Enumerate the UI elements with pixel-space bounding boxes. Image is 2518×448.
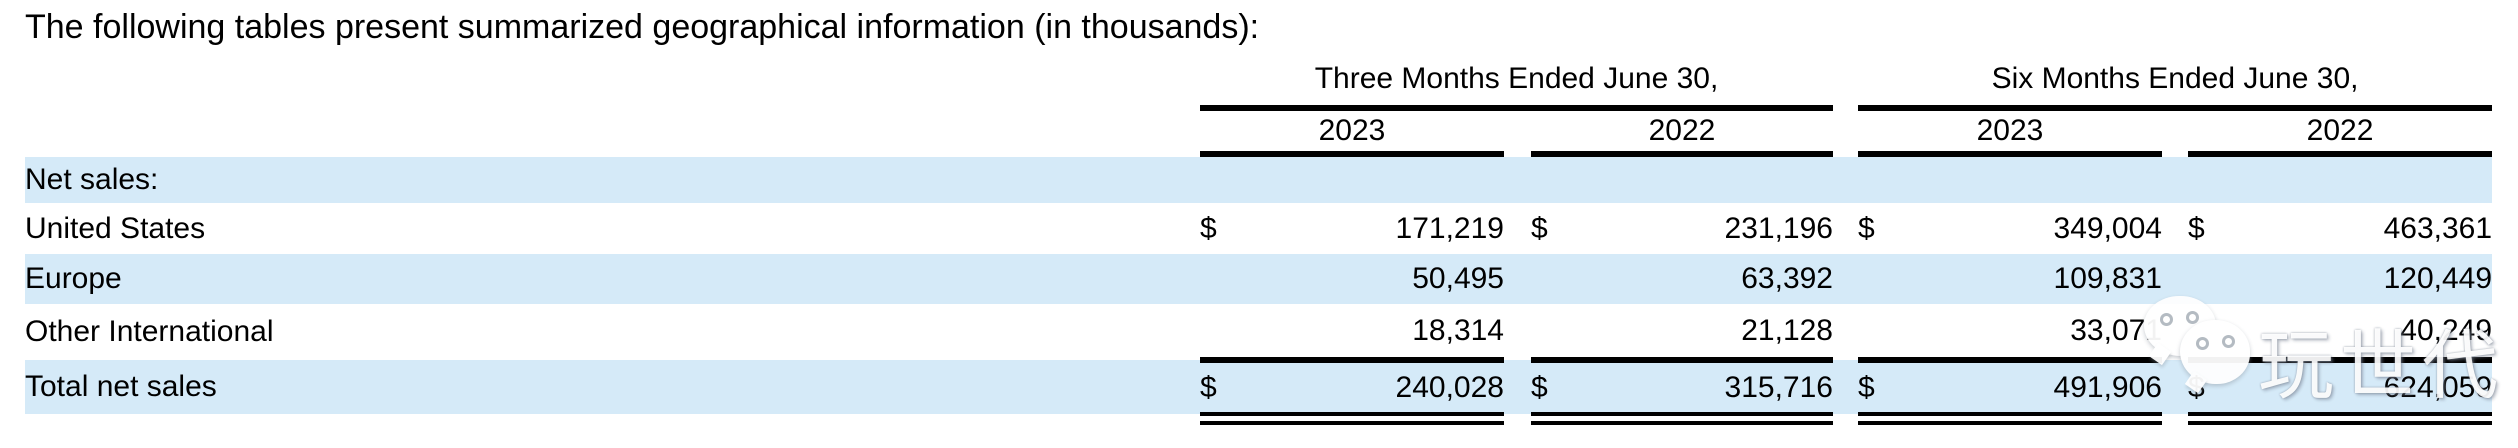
value-cell: 21,128 (1586, 304, 1833, 363)
header-year-row: 2023 2022 2023 2022 (25, 108, 2493, 157)
dollar-sign: $ (1858, 360, 1913, 416)
col-year-6mo-2023: 2023 (1858, 108, 2162, 157)
value-cell: 18,314 (1255, 304, 1504, 363)
value-cell: 349,004 (2053, 211, 2162, 245)
dollar-sign: $ (1858, 211, 1875, 245)
spacer-cell (2162, 414, 2188, 423)
spacer-cell (25, 108, 1200, 154)
spacer-cell (1833, 203, 1858, 254)
double-rule-segment (1200, 414, 1504, 425)
dollar-sign: $ (2188, 211, 2205, 245)
value-cell: 231,196 (1724, 211, 1833, 245)
page-title: The following tables present summarized … (25, 8, 1260, 46)
value-cell: 624,059 (2243, 360, 2493, 416)
row-label: Europe (25, 254, 1200, 304)
spacer-cell (1504, 254, 1531, 304)
spacer-cell (2162, 108, 2188, 154)
value-cell: 120,449 (2243, 254, 2493, 304)
spacer-cell (1504, 414, 1531, 423)
dollar-cell-empty (2188, 304, 2243, 363)
table-row-united-states: United States $ 171,219 $ 231,196 $ 349,… (25, 203, 2492, 254)
dollar-sign: $ (1200, 360, 1255, 416)
spacer-cell (1504, 304, 1531, 360)
double-rule-segment (1531, 414, 1833, 425)
section-row-net-sales: Net sales: (25, 154, 2493, 203)
header-period-row: Three Months Ended June 30, Six Months E… (25, 52, 2493, 111)
dollar-cell-empty (1200, 254, 1255, 304)
spacer-cell (1833, 254, 1858, 304)
dollar-cell-empty (1531, 304, 1586, 363)
dollar-sign: $ (1200, 211, 1217, 245)
dollar-sign: $ (1531, 211, 1548, 245)
value-cell: 491,906 (1913, 360, 2162, 416)
double-rule-segment (2188, 414, 2493, 425)
col-group-six-months: Six Months Ended June 30, (1858, 52, 2493, 111)
spacer-cell (1833, 304, 1858, 360)
dollar-cell-empty (1858, 254, 1913, 304)
section-header-label: Net sales: (25, 154, 2493, 203)
spacer-cell (1833, 360, 1858, 414)
table-row-europe: Europe 50,495 63,392 109,831 120,449 (25, 254, 2493, 304)
table-row-total-net-sales: Total net sales $ 240,028 $ 315,716 $ 49… (25, 360, 2493, 416)
spacer-cell (25, 414, 1200, 423)
spacer-cell (1504, 203, 1531, 254)
dollar-cell-empty (1858, 304, 1913, 363)
double-rule-row (25, 414, 2493, 425)
value-cell: 40,249 (2243, 304, 2493, 363)
value-cell: 240,028 (1255, 360, 1504, 416)
value-cell: 33,071 (1913, 304, 2162, 363)
dollar-sign: $ (2188, 360, 2243, 416)
spacer-cell (1833, 52, 1858, 108)
spacer-cell (1504, 360, 1531, 414)
geographical-net-sales-table: Three Months Ended June 30, Six Months E… (25, 52, 2493, 425)
spacer-cell (2162, 254, 2188, 304)
spacer-cell (25, 52, 1200, 108)
col-year-6mo-2022: 2022 (2188, 108, 2493, 157)
spacer-cell (1833, 414, 1858, 423)
spacer-cell (1833, 108, 1858, 154)
dollar-sign: $ (1531, 360, 1586, 416)
spacer-cell (2162, 304, 2188, 360)
spacer-cell (1504, 108, 1531, 154)
value-cell: 463,361 (2383, 211, 2493, 245)
spacer-cell (2162, 203, 2188, 254)
double-rule-segment (1858, 414, 2162, 425)
dollar-cell-empty (1531, 254, 1586, 304)
col-group-three-months: Three Months Ended June 30, (1200, 52, 1833, 111)
dollar-cell-empty (1200, 304, 1255, 363)
value-cell: 109,831 (1913, 254, 2162, 304)
value-cell: 50,495 (1255, 254, 1504, 304)
col-year-3mo-2022: 2022 (1531, 108, 1833, 157)
row-label: Other International (25, 315, 274, 348)
value-cell: 315,716 (1586, 360, 1833, 416)
row-label: United States (25, 211, 206, 245)
dollar-cell-empty (2188, 254, 2243, 304)
row-label: Total net sales (25, 360, 1200, 414)
spacer-cell (2162, 360, 2188, 414)
table-row-other-international: Other International 18,314 21,128 33,071… (25, 304, 2493, 363)
col-year-3mo-2023: 2023 (1200, 108, 1504, 157)
value-cell: 63,392 (1586, 254, 1833, 304)
value-cell: 171,219 (1395, 211, 1504, 245)
